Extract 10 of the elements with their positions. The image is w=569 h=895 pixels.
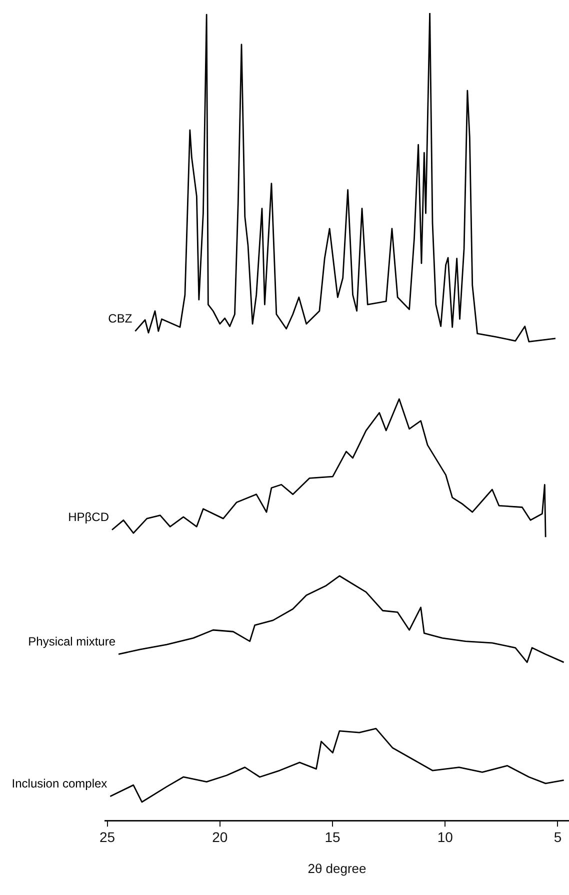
x-axis-title: 2θ degree — [308, 860, 366, 876]
series-label: CBZ — [108, 312, 132, 326]
x-tick-label: 25 — [99, 828, 116, 845]
series-label: Inclusion complex — [12, 776, 108, 791]
x-tick-label: 10 — [437, 828, 454, 845]
series-label: HPβCD — [68, 510, 110, 524]
x-tick-label: 5 — [554, 828, 562, 845]
x-tick-label: 20 — [212, 828, 228, 845]
x-tick-label: 15 — [324, 828, 340, 845]
series-label: Physical mixture — [28, 634, 116, 649]
